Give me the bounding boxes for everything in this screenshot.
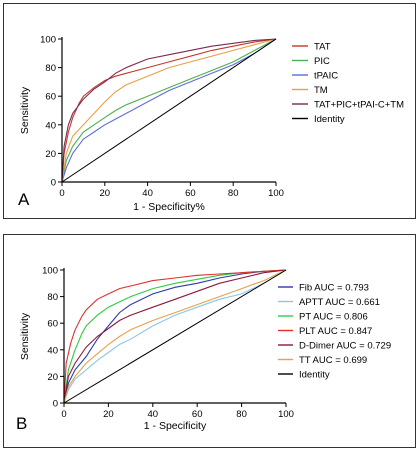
y-tick-label: 0 [53, 399, 58, 410]
panel-letter: A [18, 190, 30, 209]
x-tick-label: 0 [59, 188, 64, 199]
y-tick-label: 20 [45, 149, 56, 160]
y-tick-label: 80 [45, 63, 56, 74]
y-tick-label: 100 [40, 35, 56, 46]
legend-label: TAT [314, 42, 331, 53]
legend-label: TM [314, 85, 328, 96]
y-tick-label: 60 [45, 92, 56, 103]
legend-label: TT AUC = 0.699 [299, 355, 367, 366]
legend-label: Fib AUC = 0.793 [299, 283, 369, 294]
legend-label: PT AUC = 0.806 [299, 312, 368, 323]
y-tick-label: 60 [47, 319, 58, 330]
roc-chart-a: 0 20 40 60 80 100 0 20 40 60 80 100 1 - Specificity%… [18, 35, 404, 214]
roc-curve-series-0 [61, 38, 277, 183]
legend-label: Identity [299, 370, 330, 381]
x-tick-label: 60 [185, 188, 196, 199]
y-tick-label: 0 [51, 178, 56, 189]
legend-label: PLT AUC = 0.847 [299, 326, 372, 337]
legend-label: D-Dimer AUC = 0.729 [299, 341, 391, 352]
y-axis-label: Sensitivity [19, 86, 31, 134]
roc-curve-series-1 [63, 269, 287, 404]
roc-curve-series-5 [63, 269, 287, 404]
x-axis-label: 1 - Specificity [144, 420, 207, 432]
x-tick-label: 40 [142, 188, 153, 199]
identity-line [61, 38, 277, 183]
x-tick-label: 40 [148, 409, 159, 420]
identity-line [63, 269, 287, 404]
roc-curve-series-4 [63, 269, 287, 404]
y-axis-label: Sensitivity [19, 312, 31, 360]
x-tick-label: 20 [100, 188, 111, 199]
panel-a: 0 20 40 60 80 100 0 20 40 60 80 100 1 - Specificity%… [3, 3, 416, 219]
legend-label: APTT AUC = 0.661 [299, 297, 380, 308]
roc-curve-series-0 [63, 269, 287, 404]
legend-label: TAT+PIC+tPAI-C+TM [314, 100, 404, 111]
roc-curve-series-2 [61, 38, 277, 183]
roc-curve-series-2 [63, 269, 287, 404]
x-tick-label: 20 [103, 409, 114, 420]
y-tick-label: 40 [45, 120, 56, 131]
x-tick-label: 0 [61, 409, 66, 420]
roc-chart-b: 0 20 40 60 80 100 0 20 40 60 80 100 1 - Specificity S… [16, 266, 391, 434]
roc-curve-series-4 [61, 38, 277, 183]
panel-letter: B [16, 414, 27, 433]
roc-curve-series-3 [63, 269, 287, 404]
roc-curve-series-1 [61, 38, 277, 183]
x-tick-label: 60 [192, 409, 203, 420]
y-tick-label: 80 [47, 292, 58, 303]
x-tick-label: 80 [228, 188, 239, 199]
x-tick-label: 100 [268, 188, 284, 199]
legend-label: Identity [314, 114, 345, 125]
roc-curve-series-3 [61, 38, 277, 183]
legend-label: PIC [314, 56, 330, 67]
legend-label: tPAIC [314, 71, 338, 82]
panel-b: 0 20 40 60 80 100 0 20 40 60 80 100 1 - Specificity S… [3, 234, 416, 448]
y-tick-label: 20 [47, 372, 58, 383]
y-tick-label: 100 [42, 266, 58, 277]
y-tick-label: 40 [47, 345, 58, 356]
x-tick-label: 80 [236, 409, 247, 420]
x-axis-label: 1 - Specificity% [133, 201, 205, 213]
x-tick-label: 100 [278, 409, 294, 420]
